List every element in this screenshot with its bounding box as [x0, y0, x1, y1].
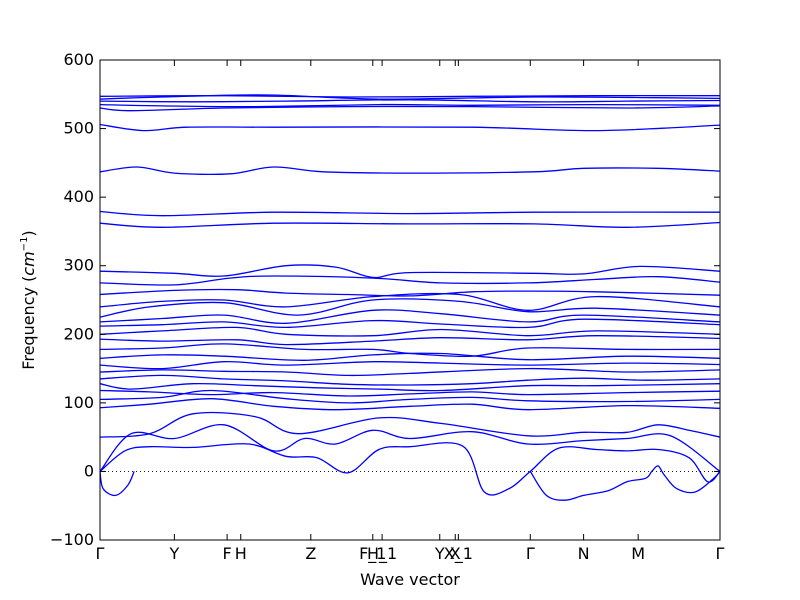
band-line: [99, 352, 721, 361]
y-axis-label-exponent: −1: [19, 237, 30, 252]
band-line: [99, 105, 721, 112]
band-line: [99, 335, 721, 346]
x-axis-ticks: Γ Y F H Z F_1H_1 Y XX_1 Γ N M Γ: [96, 60, 725, 564]
band-line: [99, 382, 721, 392]
band-line: [99, 360, 721, 370]
y-axis-label-unit: cm: [19, 251, 38, 275]
band-line: [99, 103, 721, 108]
band-line: [99, 221, 721, 228]
band-line: [529, 465, 721, 501]
band-line: [99, 123, 721, 132]
x-tick-label: M: [631, 544, 645, 563]
band-line: [99, 367, 721, 377]
y-tick-label: 600: [63, 50, 94, 69]
band-line: [99, 210, 721, 217]
band-line: [99, 398, 721, 411]
y-tick-label: 500: [63, 119, 94, 138]
band-line: [99, 292, 721, 311]
x-tick-label: Y: [434, 544, 445, 563]
x-tick-label: F_1: [359, 544, 386, 564]
band-line: [99, 94, 721, 100]
band-line: [99, 389, 721, 404]
band-line: [99, 298, 721, 318]
band-line: [99, 166, 721, 176]
x-tick-label: N: [578, 544, 590, 563]
x-tick-label: Γ: [96, 544, 105, 563]
band-line: [99, 389, 721, 397]
band-line: [99, 264, 721, 279]
y-tick-label: 0: [84, 461, 94, 480]
plot-frame: [99, 59, 721, 541]
x-tick-label: Y: [169, 544, 180, 563]
y-tick-label: 100: [63, 393, 94, 412]
y-tick-label: 400: [63, 187, 94, 206]
band-line: [99, 275, 721, 286]
y-tick-label: −100: [50, 530, 94, 549]
band-line: [99, 343, 721, 358]
y-tick-label: 300: [63, 256, 94, 275]
y-axis-ticks: −100 0 100 200 300 400 500 600: [50, 50, 720, 549]
band-line: [99, 288, 721, 297]
x-tick-label: Z: [305, 544, 316, 563]
x-tick-label: H: [235, 544, 247, 563]
y-axis-label-suffix: ): [19, 230, 38, 236]
band-line: [99, 309, 721, 324]
band-line: [99, 411, 721, 438]
band-line: [99, 99, 721, 103]
x-tick-label: Γ: [716, 544, 725, 563]
band-lines: [99, 94, 721, 501]
x-tick-label: Γ: [526, 544, 535, 563]
band-line: [99, 318, 721, 329]
band-line: [99, 424, 721, 472]
x-tick-label: X_1: [444, 544, 473, 564]
band-line: [99, 374, 721, 386]
y-tick-label: 200: [63, 324, 94, 343]
x-tick-label: F: [222, 544, 231, 563]
x-tick-label: H_1: [367, 544, 397, 564]
x-axis-label: Wave vector: [360, 570, 460, 589]
y-axis-label: Frequency (cm−1): [19, 230, 38, 369]
x-tick-label: X: [450, 544, 461, 563]
y-axis-label-prefix: Frequency (: [19, 276, 38, 370]
band-line: [99, 442, 721, 496]
band-line: [99, 471, 135, 497]
band-line: [99, 326, 721, 337]
